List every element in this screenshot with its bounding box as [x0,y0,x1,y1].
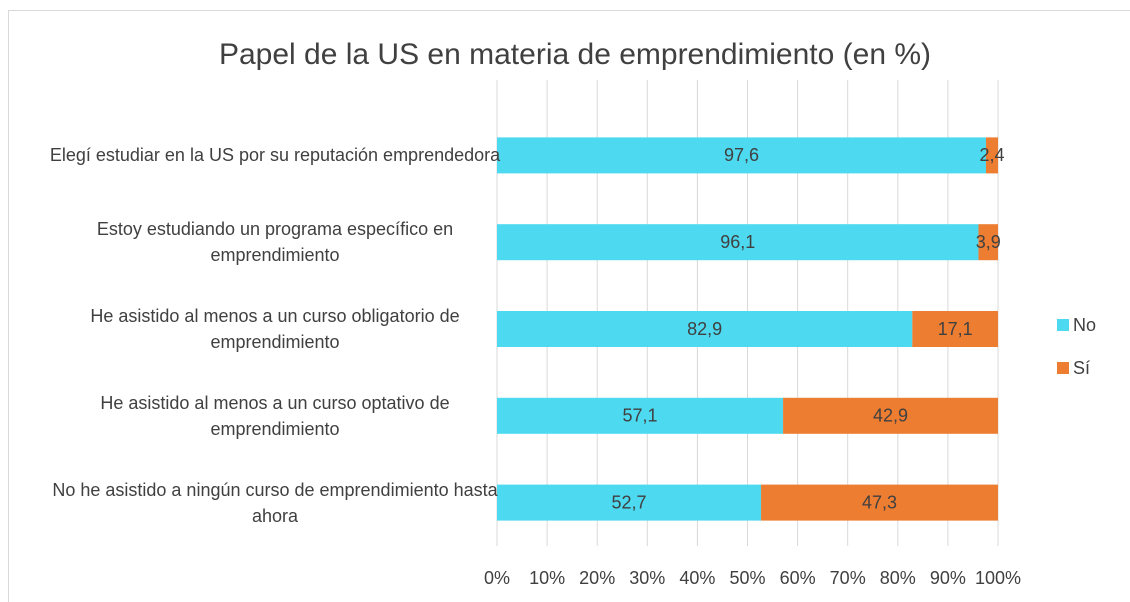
y-tick-label: Elegí estudiar en la US por su reputació… [49,145,501,166]
data-label: 96,1 [720,232,755,252]
bar-segment [978,224,998,261]
bar-segment [783,397,998,434]
data-label: 3,9 [976,232,1001,252]
x-tick-label: 30% [629,568,665,588]
x-tick-label: 60% [780,568,816,588]
y-tick-label: Estoy estudiando un programa específico … [96,219,454,266]
data-label: 2,4 [979,145,1004,165]
data-label: 82,9 [687,319,722,339]
bar-segment [761,484,998,521]
legend-swatch [1057,362,1069,374]
x-tick-label: 0% [484,568,510,588]
chart-border [8,10,1130,602]
x-tick-label: 80% [880,568,916,588]
data-label: 42,9 [873,406,908,426]
x-tick-label: 90% [930,568,966,588]
data-label: 17,1 [938,319,973,339]
x-tick-label: 20% [579,568,615,588]
x-tick-label: 50% [729,568,765,588]
data-label: 47,3 [862,492,897,512]
legend-label: Sí [1073,358,1090,378]
y-tick-label: He asistido al menos a un curso optativo… [100,392,450,439]
bar-segment [497,484,762,521]
x-tick-label: 10% [529,568,565,588]
bar-segment [497,137,986,174]
data-label: 97,6 [724,145,759,165]
y-tick-label: He asistido al menos a un curso obligato… [90,306,460,352]
data-label: 52,7 [611,492,646,512]
x-tick-label: 40% [679,568,715,588]
bar-segment [912,311,998,347]
data-label: 57,1 [623,406,658,426]
bar-segment [985,137,998,174]
bar-segment [497,397,784,434]
legend-swatch [1057,319,1069,331]
bar-segment [497,311,913,347]
legend-label: No [1073,315,1096,335]
x-tick-label: 70% [830,568,866,588]
bar-segment [497,224,979,261]
chart-title: Papel de la US en materia de emprendimie… [219,38,931,71]
x-tick-label: 100% [975,568,1021,588]
y-tick-label: No he asistido a ningún curso de emprend… [52,479,498,526]
